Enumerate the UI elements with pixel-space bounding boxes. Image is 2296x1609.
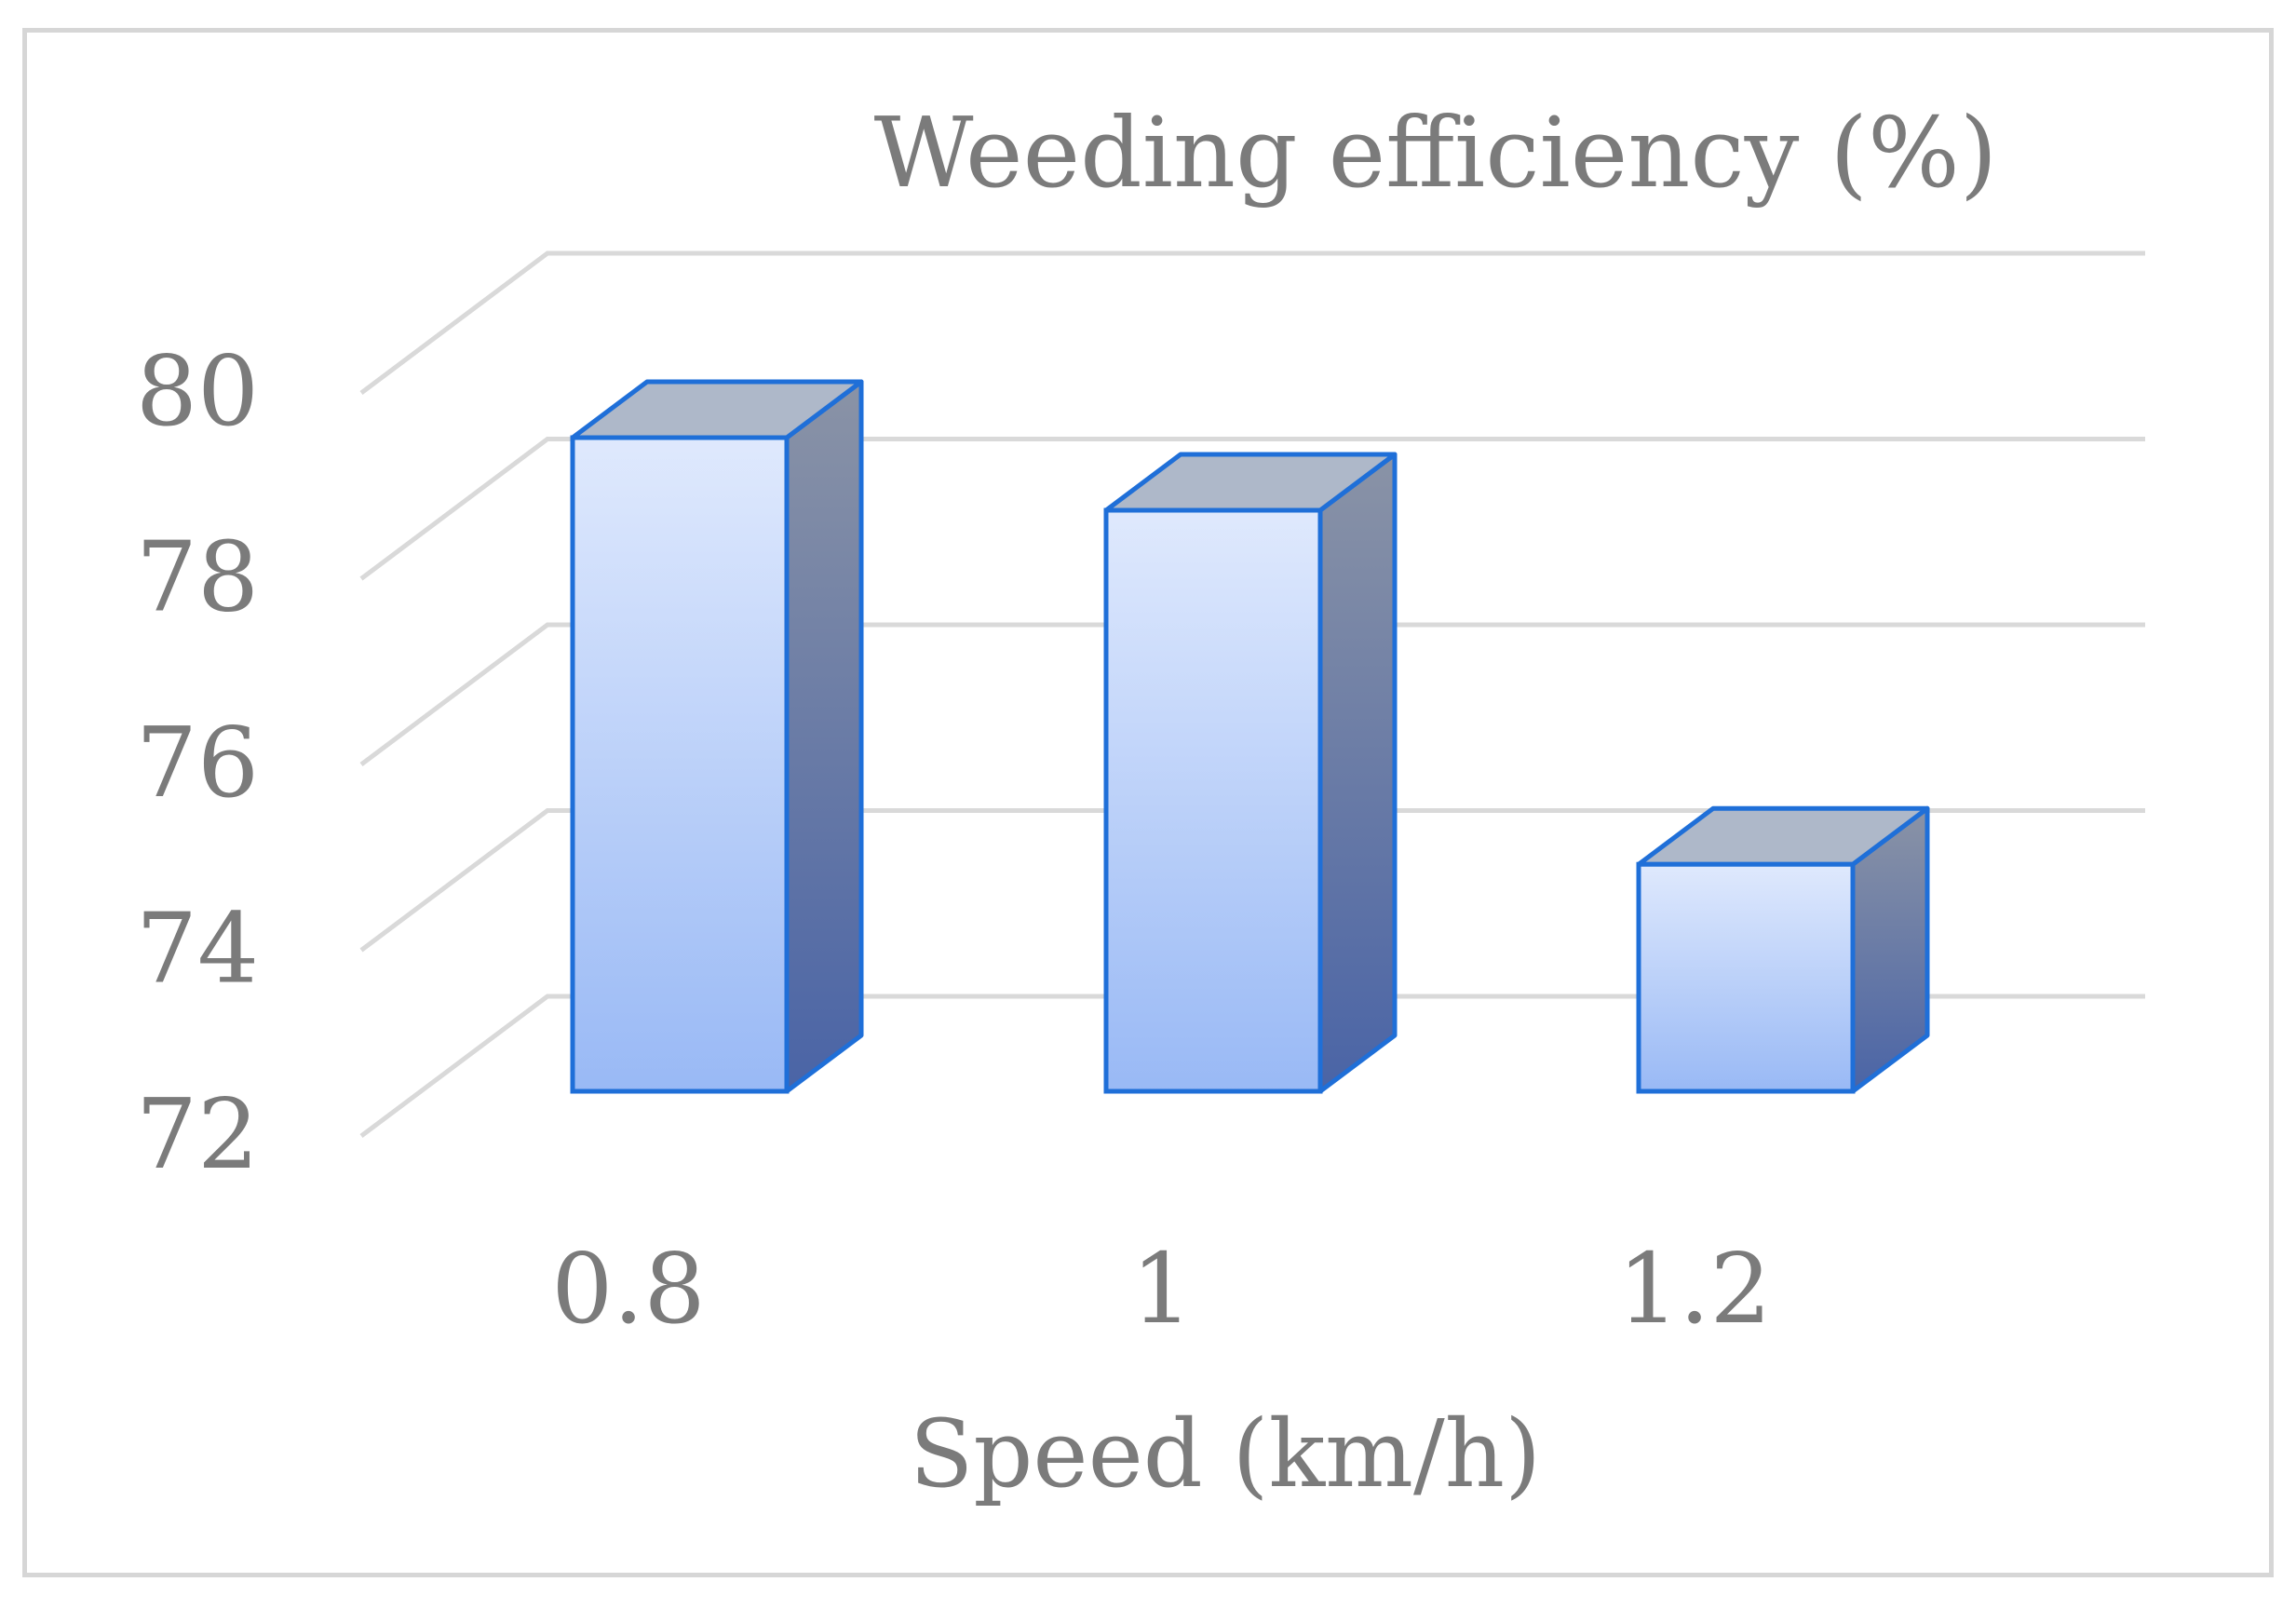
chart-title: Weeding efficiency (%) [874, 96, 1998, 210]
gridline [359, 808, 2145, 953]
bar-front [570, 435, 790, 1094]
y-axis-ticks: 72 74 76 78 80 [136, 334, 259, 1191]
bar [570, 379, 864, 1094]
bar-front [1103, 507, 1323, 1094]
gridline [359, 437, 2145, 581]
gridlines [359, 250, 2145, 1138]
bar-side [1317, 452, 1398, 1094]
bar-front [1636, 861, 1856, 1094]
y-tick-label: 78 [136, 521, 259, 634]
gridline [359, 622, 2145, 766]
y-tick-label: 72 [136, 1077, 259, 1191]
gridline [359, 250, 2145, 395]
y-tick-label: 76 [136, 706, 259, 819]
bar [1636, 805, 1930, 1094]
x-axis-title: Speed (km/h) [910, 1399, 1541, 1508]
x-tick-label: 1.2 [1617, 1232, 1771, 1345]
bar [1103, 452, 1398, 1094]
bar-side [784, 379, 864, 1094]
y-tick-label: 74 [136, 892, 259, 1006]
x-tick-label: 0.8 [551, 1232, 705, 1345]
x-tick-label: 1 [1131, 1232, 1193, 1345]
bars [570, 379, 1930, 1094]
y-tick-label: 80 [136, 334, 259, 448]
x-axis-ticks: 0.8 1 1.2 [551, 1232, 1771, 1345]
gridline [359, 994, 2145, 1138]
